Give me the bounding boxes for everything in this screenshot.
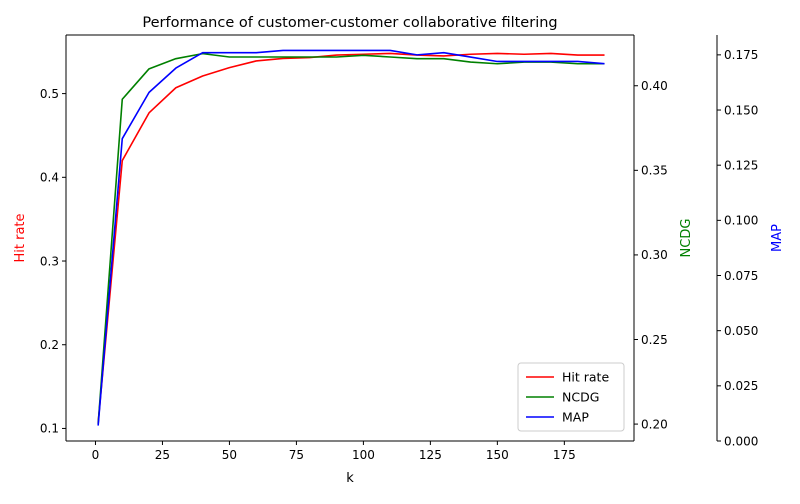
x-tick-label: 125: [419, 448, 442, 462]
map-tick-label: 0.075: [724, 269, 758, 283]
legend-box: [517, 362, 625, 432]
map-tick-label: 0.150: [724, 103, 758, 117]
hit-rate-tick-label: 0.4: [40, 171, 59, 185]
hit-rate-tick-label: 0.3: [40, 254, 59, 268]
map-tick-label: 0.000: [724, 434, 758, 448]
ncdg-tick-label: 0.30: [641, 248, 668, 262]
chart-title: Performance of customer-customer collabo…: [142, 15, 557, 31]
map-tick-label: 0.125: [724, 158, 758, 172]
legend: Hit rate NCDG MAP: [517, 362, 625, 432]
series-line-ncdg: [97, 52, 605, 425]
ncdg-tick-label: 0.25: [641, 333, 668, 347]
x-tick-label: 50: [222, 448, 237, 462]
hit-rate-tick-label: 0.1: [40, 422, 59, 436]
map-axis-label: MAP: [770, 224, 785, 252]
series-line-map: [97, 49, 605, 426]
legend-label: NCDG: [562, 390, 599, 405]
map-tick-label: 0.175: [724, 48, 758, 62]
ncdg-tick-label: 0.40: [641, 79, 668, 93]
x-tick-label: 175: [553, 448, 576, 462]
ncdg-axis-label: NCDG: [679, 219, 694, 258]
hit-rate-axis-label: Hit rate: [13, 213, 28, 262]
map-tick-label: 0.050: [724, 324, 758, 338]
axes: 0 25 50 75 100 125 150 175 0.1 0.2 0.3 0.4 0.5 Hit ra…: [13, 34, 785, 462]
map-tick-label: 0.025: [724, 379, 758, 393]
x-tick-label: 0: [92, 448, 100, 462]
legend-label: MAP: [562, 410, 589, 425]
series-line-hit-rate: [97, 52, 605, 423]
hit-rate-tick-label: 0.5: [40, 87, 59, 101]
x-tick-label: 75: [289, 448, 304, 462]
x-tick-label: 150: [486, 448, 509, 462]
legend-label: Hit rate: [562, 370, 609, 385]
plot-area: [97, 49, 605, 426]
ncdg-tick-label: 0.20: [641, 417, 668, 431]
map-tick-label: 0.100: [724, 214, 758, 228]
hit-rate-tick-label: 0.2: [40, 338, 59, 352]
ncdg-tick-label: 0.35: [641, 164, 668, 178]
x-tick-label: 25: [155, 448, 170, 462]
x-tick-label: 100: [352, 448, 375, 462]
x-axis-label: k: [346, 471, 354, 486]
